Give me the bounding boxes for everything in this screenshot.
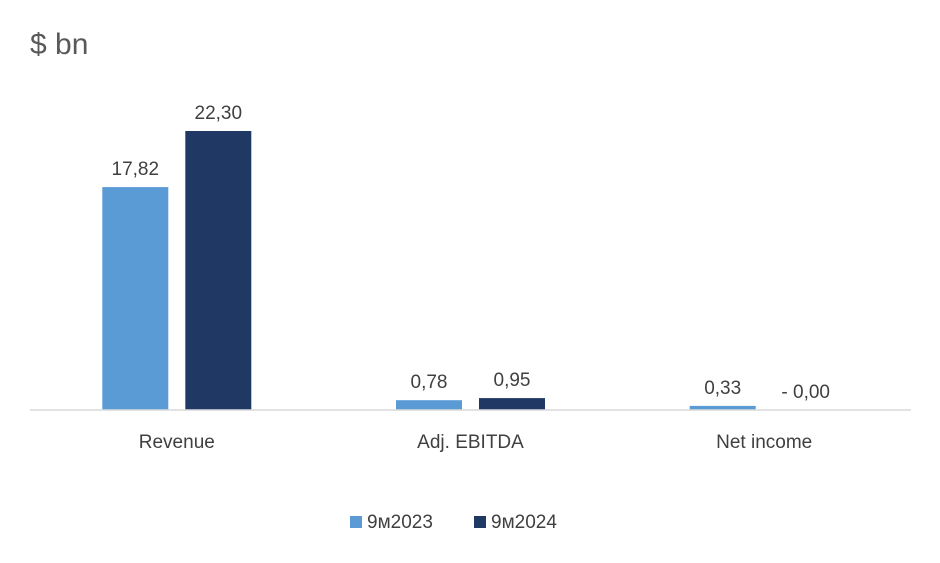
data-label-net-income-9м2024: - 0,00 <box>781 382 830 403</box>
data-label-adj-ebitda-9м2024: 0,95 <box>494 370 531 391</box>
bar-adj-ebitda-9м2023 <box>396 400 462 410</box>
bar-net-income-9м2023 <box>689 405 756 410</box>
data-label-revenue-9м2024: 22,30 <box>195 103 243 124</box>
category-labels-layer: Revenue Adj. EBITDA Net income <box>139 432 812 453</box>
legend-swatch-9м2023 <box>350 516 362 528</box>
legend-label-9м2023: 9м2023 <box>367 512 433 533</box>
chart-title: $ bn <box>30 28 88 61</box>
category-label-adj-ebitda: Adj. EBITDA <box>417 432 524 453</box>
bar-revenue-9м2024 <box>185 131 252 410</box>
legend-label-9м2024: 9м2024 <box>491 512 557 533</box>
legend-swatch-9м2024 <box>474 516 486 528</box>
data-label-adj-ebitda-9м2023: 0,78 <box>411 372 448 393</box>
category-label-net-income: Net income <box>716 432 812 453</box>
legend: 9м2023 9м2024 <box>350 512 557 533</box>
bars-layer <box>102 131 756 410</box>
bar-revenue-9м2023 <box>102 187 169 410</box>
bar-adj-ebitda-9м2024 <box>479 398 545 410</box>
category-label-revenue: Revenue <box>139 432 215 453</box>
data-label-net-income-9м2023: 0,33 <box>704 378 741 399</box>
data-label-revenue-9м2023: 17,82 <box>112 159 160 180</box>
data-labels-layer: 17,82 22,30 0,78 0,95 0,33 - 0,00 <box>112 103 830 403</box>
